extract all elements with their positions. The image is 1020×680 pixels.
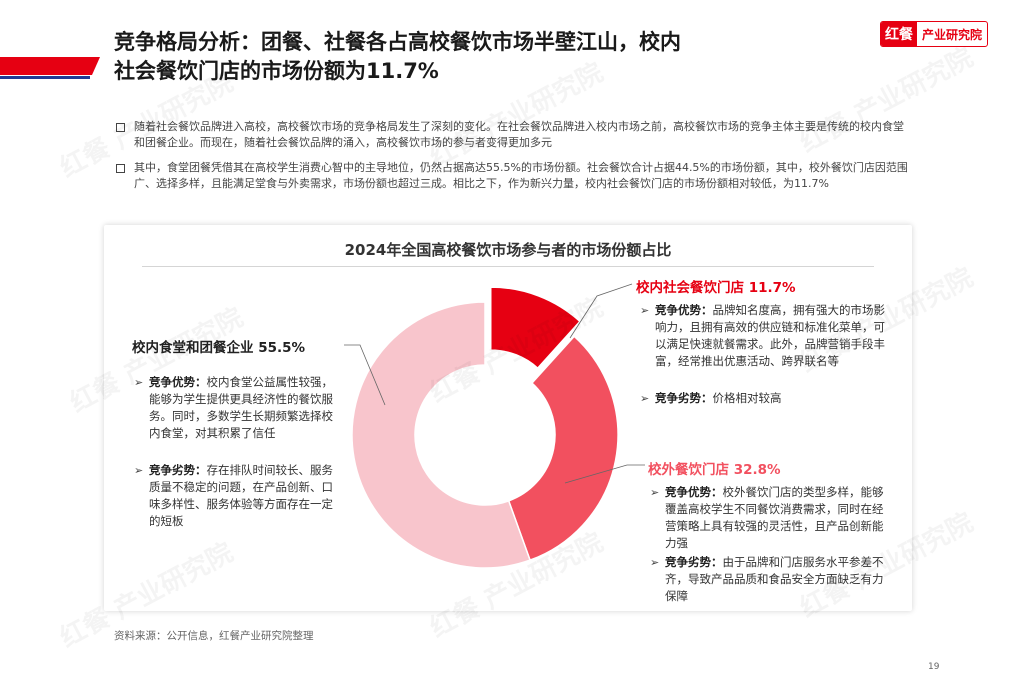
advantage-text: 品牌知名度高，拥有强大的市场影响力，且拥有高效的供应链和标准化菜单，可以满足快速… (655, 303, 885, 368)
advantage-label: 竞争优势 (665, 485, 723, 499)
accent-bar (0, 57, 100, 79)
chart-title-divider (142, 266, 874, 267)
arrow-right-icon: ➢ (640, 304, 650, 317)
campus-social-disadvantage: ➢ 竞争劣势价格相对较高 (640, 390, 890, 407)
segment-value: 11.7% (748, 280, 796, 296)
chart-title: 2024年全国高校餐饮市场参与者的市场份额占比 (344, 241, 672, 259)
arrow-right-icon: ➢ (650, 486, 660, 499)
intro-bullets: 随着社会餐饮品牌进入高校，高校餐饮市场的竞争格局发生了深刻的变化。在社会餐饮品牌… (114, 119, 914, 201)
disadvantage-label: 竞争劣势 (149, 463, 207, 477)
page-number: 19 (928, 662, 940, 672)
segment-value: 32.8% (733, 462, 781, 478)
advantage-label: 竞争优势 (149, 375, 207, 389)
square-bullet-icon (116, 123, 125, 132)
donut-slice-canteen (351, 301, 532, 569)
segment-name: 校外餐饮门店 (648, 462, 729, 478)
disadvantage-text: 由于品牌和门店服务水平参差不齐，导致产品品质和食品安全方面缺乏有力保障 (665, 555, 884, 603)
segment-label-campus-social: 校内社会餐饮门店 11.7% (636, 276, 796, 296)
segment-label-canteen: 校内食堂和团餐企业 55.5% (132, 336, 305, 356)
leader-line-offcampus (564, 464, 645, 484)
disadvantage-label: 竞争劣势 (665, 555, 723, 569)
disadvantage-text: 存在排队时间较长、服务质量不稳定的问题，在产品创新、口味多样性、服务体验等方面存… (149, 463, 333, 528)
bullet-text: 随着社会餐饮品牌进入高校，高校餐饮市场的竞争格局发生了深刻的变化。在社会餐饮品牌… (134, 120, 904, 149)
advantage-text: 校外餐饮门店的类型多样，能够覆盖高校学生不同餐饮消费需求，同时在经营策略上具有较… (665, 485, 884, 550)
canteen-advantage: ➢ 竞争优势校内食堂公益属性较强，能够为学生提供更具经济性的餐饮服务。同时，多数… (134, 374, 334, 442)
brand-mark: 红餐 (881, 22, 917, 46)
segment-name: 校内食堂和团餐企业 (132, 340, 254, 356)
arrow-right-icon: ➢ (134, 464, 144, 477)
page-title: 竞争格局分析：团餐、社餐各占高校餐饮市场半壁江山，校内 社会餐饮门店的市场份额为… (114, 28, 854, 86)
donut-slice-campus-social (490, 286, 582, 370)
arrow-right-icon: ➢ (640, 392, 650, 405)
campus-social-advantage: ➢ 竞争优势品牌知名度高，拥有强大的市场影响力，且拥有高效的供应链和标准化菜单，… (640, 302, 890, 370)
bullet-item: 随着社会餐饮品牌进入高校，高校餐饮市场的竞争格局发生了深刻的变化。在社会餐饮品牌… (114, 119, 914, 151)
leader-line-canteen (344, 344, 386, 406)
title-line-1: 竞争格局分析：团餐、社餐各占高校餐饮市场半壁江山，校内 (114, 30, 681, 54)
offcampus-advantage: ➢ 竞争优势校外餐饮门店的类型多样，能够覆盖高校学生不同餐饮消费需求，同时在经营… (650, 484, 890, 552)
brand-text: 产业研究院 (922, 27, 983, 42)
offcampus-disadvantage: ➢ 竞争劣势由于品牌和门店服务水平参差不齐，导致产品品质和食品安全方面缺乏有力保… (650, 554, 890, 605)
segment-label-offcampus: 校外餐饮门店 32.8% (648, 458, 781, 478)
brand-logo: 红餐 产业研究院 (880, 21, 989, 47)
square-bullet-icon (116, 164, 125, 173)
advantage-text: 校内食堂公益属性较强，能够为学生提供更具经济性的餐饮服务。同时，多数学生长期频繁… (149, 375, 333, 440)
arrow-right-icon: ➢ (650, 556, 660, 569)
data-source-note: 资料来源：公开信息，红餐产业研究院整理 (114, 630, 314, 642)
disadvantage-text: 价格相对较高 (712, 391, 782, 405)
title-line-2: 社会餐饮门店的市场份额为11.7% (114, 59, 439, 83)
advantage-label: 竞争优势 (655, 303, 713, 317)
bullet-text: 其中，食堂团餐凭借其在高校学生消费心智中的主导地位，仍然占据高达55.5%的市场… (134, 161, 908, 190)
leader-line-campus-social (569, 283, 633, 339)
segment-value: 55.5% (258, 340, 306, 356)
canteen-disadvantage: ➢ 竞争劣势存在排队时间较长、服务质量不稳定的问题，在产品创新、口味多样性、服务… (134, 462, 334, 530)
arrow-right-icon: ➢ (134, 376, 144, 389)
segment-name: 校内社会餐饮门店 (636, 280, 744, 296)
donut-slice-offcampus (507, 335, 619, 562)
bullet-item: 其中，食堂团餐凭借其在高校学生消费心智中的主导地位，仍然占据高达55.5%的市场… (114, 160, 914, 192)
disadvantage-label: 竞争劣势 (655, 391, 713, 405)
